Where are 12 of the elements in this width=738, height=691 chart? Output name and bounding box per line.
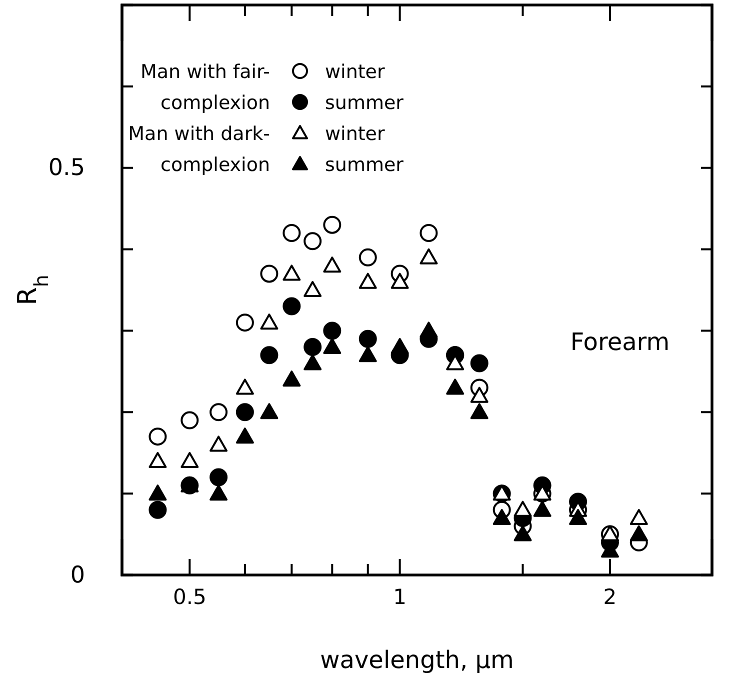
annotation: Man with fair-complexion bbox=[140, 61, 270, 114]
legend-label: summer bbox=[325, 154, 404, 176]
x-tick-label: 1 bbox=[393, 584, 407, 609]
annotation: Forearm bbox=[570, 328, 670, 356]
legend-label: winter bbox=[325, 123, 385, 145]
legend-label: winter bbox=[325, 61, 385, 83]
y-tick-label: 0 bbox=[70, 562, 85, 588]
legend-label: summer bbox=[325, 92, 404, 114]
annotation: Man with dark-complexion bbox=[128, 123, 270, 176]
x-axis-title: wavelength, μm bbox=[320, 646, 514, 674]
x-tick-label: 2 bbox=[603, 584, 617, 609]
x-tick-label: 0.5 bbox=[172, 584, 206, 609]
